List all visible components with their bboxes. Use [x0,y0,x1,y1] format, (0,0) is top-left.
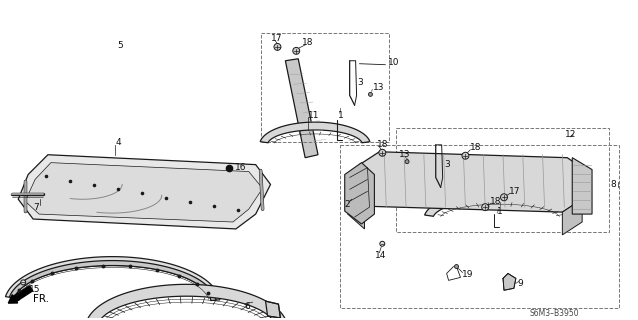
Polygon shape [348,152,587,212]
Text: 4: 4 [115,138,121,147]
Circle shape [501,194,507,201]
Text: 18: 18 [377,140,389,149]
Polygon shape [265,301,281,318]
Text: 12: 12 [565,131,577,140]
Text: 11: 11 [308,111,320,120]
Text: 3: 3 [357,78,363,87]
Polygon shape [425,190,575,216]
Polygon shape [572,158,592,214]
Text: 13: 13 [399,150,411,159]
Circle shape [380,241,385,246]
Circle shape [405,160,409,164]
Polygon shape [503,274,516,290]
Polygon shape [345,163,375,224]
Circle shape [454,265,459,268]
Polygon shape [19,155,271,229]
Text: 8: 8 [611,180,616,189]
Polygon shape [260,122,370,143]
Polygon shape [285,59,318,158]
Text: 5: 5 [117,41,123,51]
Circle shape [293,47,300,54]
Text: 3: 3 [445,160,450,169]
Text: 17: 17 [509,187,521,196]
Text: 6: 6 [245,301,251,311]
Text: 1: 1 [338,111,343,120]
Text: 18: 18 [490,197,501,206]
Polygon shape [87,284,286,320]
Circle shape [482,204,489,211]
Polygon shape [6,257,220,300]
Text: 18: 18 [470,143,482,152]
Text: 1: 1 [497,207,503,216]
Circle shape [379,149,386,156]
Text: 16: 16 [235,163,246,172]
Polygon shape [25,163,263,222]
Text: S6M3–B3950: S6M3–B3950 [530,308,579,317]
Polygon shape [562,199,582,235]
Text: FR.: FR. [33,294,49,304]
Circle shape [274,44,281,50]
Circle shape [462,152,469,159]
Text: 18: 18 [302,38,314,47]
Text: 10: 10 [389,58,400,67]
Text: 9: 9 [518,279,524,288]
Circle shape [369,92,373,96]
Bar [396,128,609,232]
Bar [261,33,389,142]
Text: 2: 2 [345,200,350,209]
Bar [340,145,619,308]
Polygon shape [10,260,216,300]
Text: 14: 14 [375,251,387,260]
Text: 7: 7 [33,203,39,212]
Text: 17: 17 [271,35,282,44]
Polygon shape [348,191,364,229]
Text: 19: 19 [461,270,473,279]
Text: 15: 15 [29,285,41,294]
FancyArrow shape [8,286,33,303]
Text: 13: 13 [373,83,385,92]
Circle shape [20,280,26,285]
